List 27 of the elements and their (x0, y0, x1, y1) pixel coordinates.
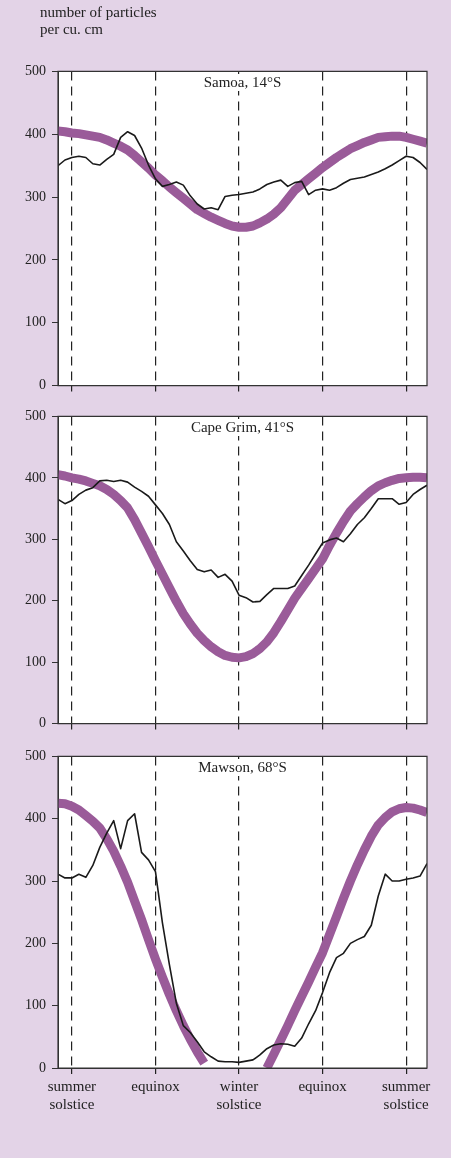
y-tick-label: 0 (39, 1059, 46, 1075)
y-tick-label: 100 (25, 653, 46, 669)
x-tick-label: summer solstice (381, 1077, 431, 1112)
y-tick-label: 200 (25, 935, 46, 951)
y-tick-label: 100 (25, 314, 46, 330)
y-tick-label: 500 (25, 63, 46, 79)
y-tick-label: 500 (25, 408, 46, 424)
y-tick-label: 0 (39, 715, 46, 731)
y-tick-label: 400 (25, 810, 46, 826)
y-tick-label: 500 (25, 748, 46, 764)
x-tick-label: equinox (131, 1077, 181, 1094)
y-tick-label: 400 (25, 469, 46, 485)
chart-title: Samoa, 14°S (198, 74, 287, 92)
y-tick-label: 300 (25, 530, 46, 546)
y-tick-label: 200 (25, 592, 46, 608)
y-tick-label: 400 (25, 125, 46, 141)
y-tick-label: 200 (25, 251, 46, 267)
y-tick-label: 0 (39, 377, 46, 393)
y-tick-label: 100 (25, 997, 46, 1013)
x-tick-label: winter solstice (216, 1077, 262, 1112)
chart-title: Cape Grim, 41°S (185, 419, 300, 437)
y-tick-label: 300 (25, 188, 46, 204)
x-tick-label: summer solstice (47, 1077, 97, 1112)
y-tick-label: 300 (25, 872, 46, 888)
y-axis-title: number of particles per cu. cm (40, 4, 158, 38)
x-tick-label: equinox (298, 1077, 348, 1094)
chart-title: Mawson, 68°S (193, 759, 292, 777)
